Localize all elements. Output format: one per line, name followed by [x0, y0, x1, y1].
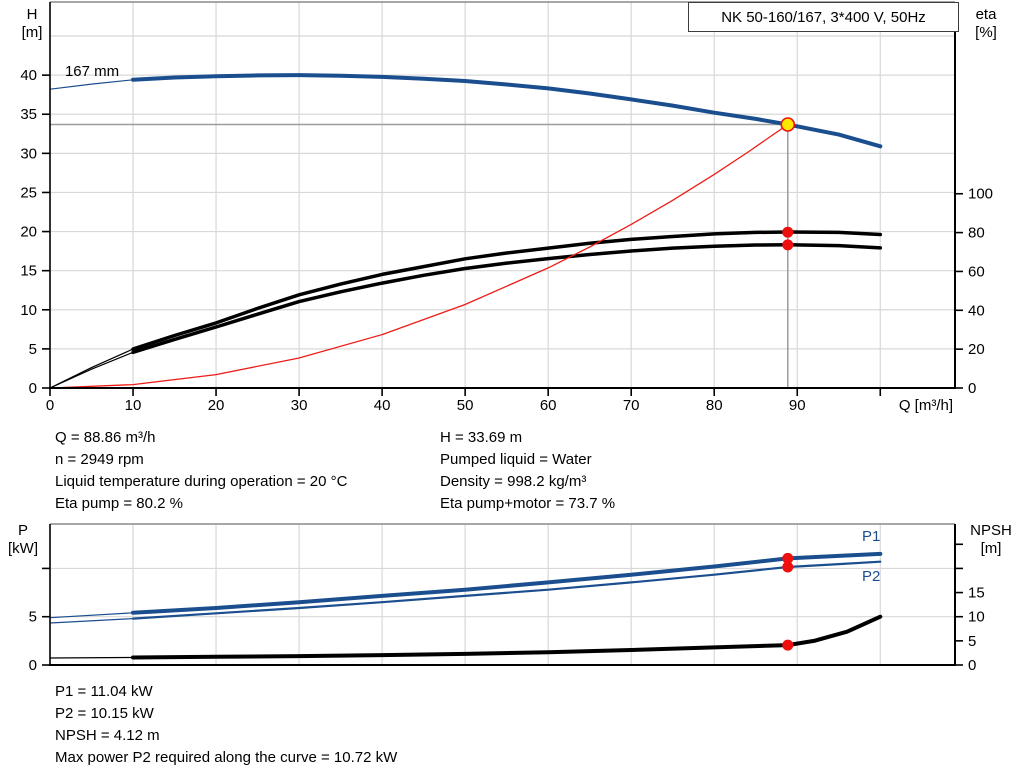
power-axis-label-symbol: P	[17, 522, 28, 539]
y-left-tick-label: 15	[20, 263, 37, 280]
eta-pump-motor-curve	[131, 243, 883, 355]
npsh-axis-label-unit: [m]	[980, 540, 1002, 557]
x-tick-label: 50	[457, 397, 474, 414]
p1-curve-label: P1	[862, 528, 880, 545]
duty-info-right: H = 33.69 m Pumped liquid = Water Densit…	[440, 427, 615, 515]
impeller-size-label: 167 mm	[65, 63, 119, 80]
p1-curve	[49, 612, 134, 619]
y-left-tick-label: 30	[20, 145, 37, 162]
eta-axis-label-symbol: eta	[975, 6, 997, 23]
y-left-tick-label: 0	[29, 657, 37, 674]
y-left-tick-label: 20	[20, 224, 37, 241]
power-info-block: P1 = 11.04 kW P2 = 10.15 kW NPSH = 4.12 …	[55, 681, 397, 769]
info-npsh: NPSH = 4.12 m	[55, 727, 160, 744]
eta-axis-label: eta [%]	[963, 6, 1009, 42]
y-left-tick-label: 25	[20, 184, 37, 201]
x-tick-label: 60	[540, 397, 557, 414]
y-left-tick-label: 35	[20, 106, 37, 123]
pump-curve-167mm	[131, 73, 883, 149]
head-axis-label-unit: [m]	[21, 24, 43, 41]
p1-curve	[131, 551, 883, 615]
npsh-axis-label-symbol: NPSH	[970, 522, 1012, 539]
x-tick-label: 10	[125, 397, 142, 414]
y-right-tick-label: 40	[968, 302, 985, 319]
info-flow: Q = 88.86 m³/h	[55, 429, 156, 446]
y-left-tick-label: 5	[29, 341, 37, 358]
y-right-tick-label: 10	[968, 609, 985, 626]
eta-pump-motor-point	[782, 239, 794, 251]
eta-pump-motor-curve	[49, 351, 134, 389]
head-axis-label: H [m]	[10, 6, 54, 42]
y-right-tick-label: 5	[968, 633, 976, 650]
x-tick-label: 80	[706, 397, 723, 414]
info-speed: n = 2949 rpm	[55, 451, 144, 468]
info-p1: P1 = 11.04 kW	[55, 683, 153, 700]
y-right-tick-label: 20	[968, 341, 985, 358]
y-right-tick-label: 80	[968, 225, 985, 242]
p2-curve-label: P2	[862, 568, 880, 585]
npsh-curve	[49, 656, 134, 659]
duty-info-left: Q = 88.86 m³/h n = 2949 rpm Liquid tempe…	[55, 427, 347, 515]
power-axis-label: P [kW]	[0, 522, 46, 558]
pump-curve-167mm	[49, 79, 134, 90]
x-tick-label: 70	[623, 397, 640, 414]
npsh-axis-label: NPSH [m]	[958, 522, 1024, 558]
y-right-tick-label: 100	[968, 186, 993, 203]
p2-curve	[131, 560, 882, 620]
duty-point	[780, 117, 796, 132]
npsh-curve	[131, 614, 883, 660]
p2-curve	[49, 617, 134, 624]
y-left-tick-label: 40	[20, 67, 37, 84]
p1-point	[782, 552, 794, 564]
pump-title-box: NK 50-160/167, 3*400 V, 50Hz	[688, 2, 959, 32]
eta-axis-label-unit: [%]	[975, 24, 997, 41]
info-liquid-temperature: Liquid temperature during operation = 20…	[55, 473, 348, 490]
y-right-tick-label: 15	[968, 585, 985, 602]
x-axis-unit-label: Q [m³/h]	[899, 397, 953, 414]
info-head: H = 33.69 m	[440, 429, 523, 446]
y-right-tick-label: 0	[968, 657, 976, 674]
x-tick-label: 20	[208, 397, 225, 414]
p2-point	[782, 561, 794, 573]
info-pumped-liquid: Pumped liquid = Water	[440, 451, 592, 468]
info-max-power: Max power P2 required along the curve = …	[55, 749, 398, 766]
eta-pump-point	[782, 226, 794, 238]
power-axis-label-unit: [kW]	[8, 540, 38, 557]
y-left-tick-label: 10	[20, 302, 37, 319]
pump-title: NK 50-160/167, 3*400 V, 50Hz	[721, 8, 926, 26]
x-tick-label: 40	[374, 397, 391, 414]
y-right-tick-label: 0	[968, 380, 976, 397]
info-eta-pump-motor: Eta pump+motor = 73.7 %	[440, 495, 616, 512]
x-tick-label: 90	[789, 397, 806, 414]
head-axis-label-symbol: H	[26, 6, 38, 23]
y-right-tick-label: 60	[968, 263, 985, 280]
info-density: Density = 998.2 kg/m³	[440, 473, 587, 490]
y-left-tick-label: 0	[29, 380, 37, 397]
x-tick-label: 30	[291, 397, 308, 414]
npsh-point	[782, 639, 794, 651]
info-p2: P2 = 10.15 kW	[55, 705, 154, 722]
eta-pump-curve	[131, 230, 883, 351]
info-eta-pump: Eta pump = 80.2 %	[55, 495, 183, 512]
x-tick-label: 0	[46, 397, 54, 414]
y-left-tick-label: 5	[29, 609, 37, 626]
system-curve	[49, 123, 789, 389]
